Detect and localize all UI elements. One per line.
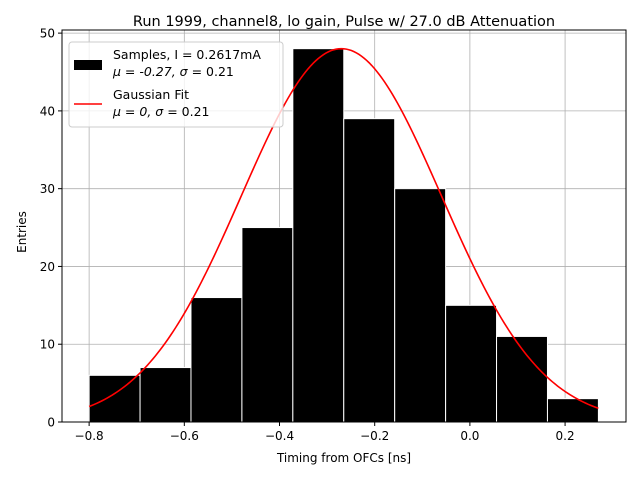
histogram-bar xyxy=(139,367,192,423)
histogram-bar xyxy=(546,398,599,423)
gaussian-fit-line xyxy=(88,47,599,410)
legend-fit-mu: μ = 0, xyxy=(112,104,155,119)
histogram-bars xyxy=(88,48,599,423)
legend-samples-sigma-symbol: σ xyxy=(180,64,189,79)
y-tick-label: 0 xyxy=(47,416,55,430)
y-axis-label: Entries xyxy=(15,211,29,253)
x-tick-label: −0.4 xyxy=(265,429,294,443)
histogram-bar xyxy=(88,374,141,423)
histogram-bar xyxy=(445,304,498,423)
legend-fit-sigma-symbol: σ xyxy=(155,104,164,119)
legend-fit-stats: μ = 0, σ = 0.21 xyxy=(112,104,209,119)
legend-fit-sigma-value: = 0.21 xyxy=(163,104,209,119)
axis-ticks: −0.8 −0.6 −0.4 −0.2 0.0 0.2 0 10 20 30 40 50 xyxy=(40,27,575,443)
x-tick-label: 0.2 xyxy=(556,429,575,443)
histogram-bar xyxy=(343,118,396,423)
y-tick-label: 20 xyxy=(40,260,55,274)
y-tick-label: 10 xyxy=(40,338,55,352)
y-tick-label: 40 xyxy=(40,104,55,118)
x-axis-label: Timing from OFCs [ns] xyxy=(276,451,411,465)
y-tick-label: 50 xyxy=(40,27,55,41)
x-tick-label: −0.8 xyxy=(75,429,104,443)
legend-frame xyxy=(68,41,284,128)
histogram-bar xyxy=(292,48,345,423)
histogram-bar xyxy=(190,297,243,423)
legend-fit-label: Gaussian Fit xyxy=(113,87,189,102)
legend-samples-label: Samples, I = 0.2617mA xyxy=(113,47,261,62)
chart-title: Run 1999, channel8, lo gain, Pulse w/ 27… xyxy=(133,14,555,30)
legend-samples-swatch xyxy=(74,60,102,70)
x-tick-label: 0.0 xyxy=(460,429,479,443)
histogram-bar xyxy=(496,335,548,423)
legend-samples-stats: μ = -0.27, σ = 0.21 xyxy=(112,64,234,79)
legend: Samples, I = 0.2617mA μ = -0.27, σ = 0.2… xyxy=(68,41,284,128)
legend-samples-sigma-value: = 0.21 xyxy=(188,64,234,79)
plot-frame xyxy=(61,29,627,423)
x-tick-label: −0.2 xyxy=(360,429,389,443)
histogram-bar xyxy=(394,188,447,423)
legend-samples-mu: μ = -0.27, xyxy=(112,64,180,79)
histogram-bar xyxy=(241,227,294,423)
x-tick-label: −0.6 xyxy=(170,429,199,443)
y-tick-label: 30 xyxy=(40,182,55,196)
